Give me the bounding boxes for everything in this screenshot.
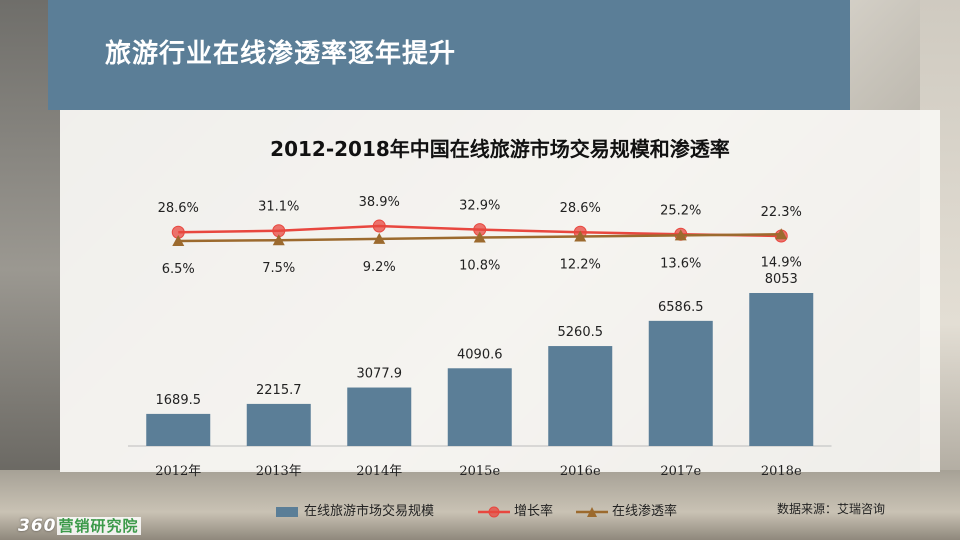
penetration-value-label: 14.9% [761,255,802,270]
growth-point [372,219,386,233]
bar-value-label: 3077.9 [357,367,403,382]
bar [146,413,211,446]
growth-value-label: 25.2% [660,203,701,218]
penetration-point [574,230,587,242]
legend-item-bar: 在线旅游市场交易规模 [276,500,434,519]
bar [548,346,613,446]
background-bottom [0,470,960,540]
logo-text: 营销研究院 [56,517,141,535]
growth-value-label: 22.3% [761,205,802,220]
growth-value-label: 32.9% [459,199,500,214]
data-source: 数据来源：艾瑞咨询 [777,502,886,516]
legend-swatch-penetration [576,506,608,517]
x-tick-label: 2012年 [155,464,201,479]
penetration-point [373,232,386,244]
legend-swatch-bar [276,506,298,517]
legend-swatch-growth [478,506,510,517]
bar [246,403,311,446]
chart-title: 2012-2018年中国在线旅游市场交易规模和渗透率 [270,137,730,161]
legend-item-penetration: 在线渗透率 [576,500,677,519]
bar [648,320,713,446]
legend-item-growth: 增长率 [478,500,553,519]
x-tick-label: 2017e [660,464,701,479]
x-tick-label: 2015e [459,464,500,479]
penetration-point [674,229,687,241]
growth-value-label: 38.9% [359,195,400,210]
penetration-value-label: 13.6% [660,256,701,271]
bar [749,293,814,446]
bar-value-label: 4090.6 [457,347,503,362]
penetration-point [272,234,285,246]
header-band [48,0,850,110]
penetration-value-label: 9.2% [363,260,396,275]
growth-value-label: 28.6% [560,201,601,216]
growth-value-label: 31.1% [258,200,299,215]
legend-label-penetration: 在线渗透率 [612,504,678,519]
bar [347,387,412,446]
logo-number: 360 [18,516,57,536]
x-tick-label: 2013年 [256,464,302,479]
legend: 在线旅游市场交易规模 增长率 在线渗透率 [0,492,960,522]
penetration-point [172,235,185,246]
x-tick-label: 2016e [560,464,601,479]
logo: 360 营销研究院 [18,515,141,536]
bar-value-label: 1689.5 [156,393,202,408]
growth-value-label: 28.6% [158,201,199,216]
penetration-value-label: 12.2% [560,257,601,272]
x-tick-label: 2018e [761,464,802,479]
penetration-point [473,231,486,243]
penetration-point [775,228,788,240]
bar-value-label: 8053 [765,272,798,287]
legend-label-growth: 增长率 [514,504,554,519]
bar [447,368,512,446]
bar-value-label: 5260.5 [558,325,604,340]
penetration-value-label: 7.5% [262,261,295,276]
page-title: 旅游行业在线渗透率逐年提升 [105,39,457,69]
bar-value-label: 2215.7 [256,383,302,398]
bar-value-label: 6586.5 [658,300,704,315]
x-tick-label: 2014年 [356,464,402,479]
penetration-value-label: 10.8% [459,259,500,274]
legend-label-bar: 在线旅游市场交易规模 [304,504,435,519]
penetration-value-label: 6.5% [162,262,195,277]
